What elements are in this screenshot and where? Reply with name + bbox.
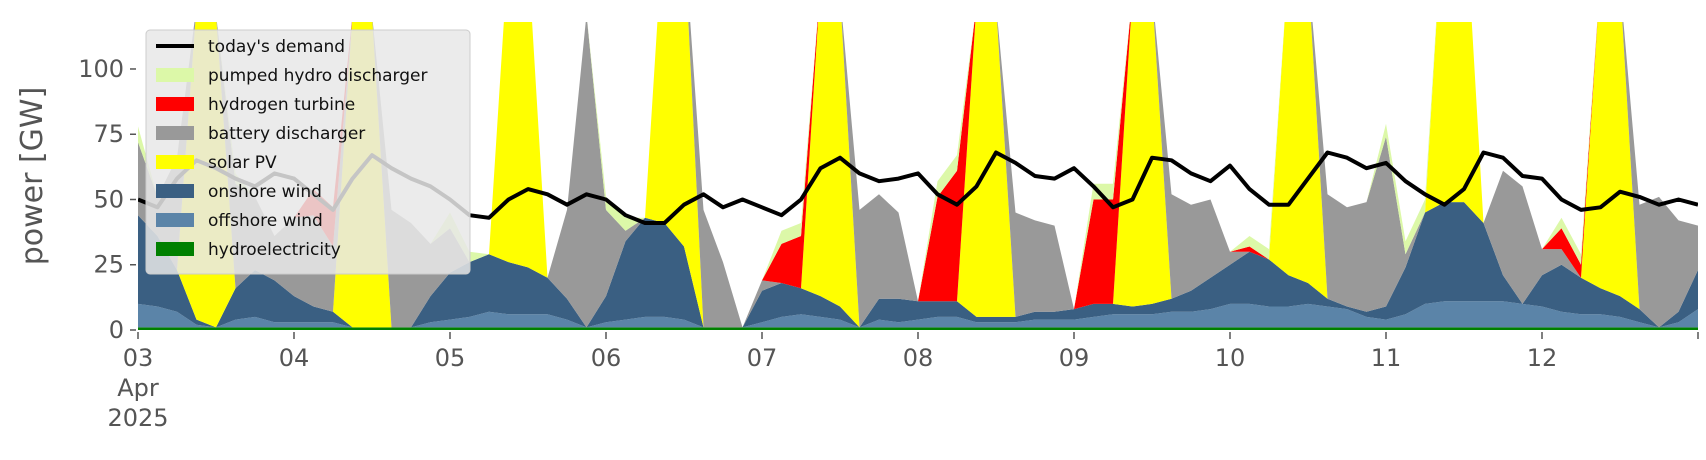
y-tick-label: 50 [93, 185, 124, 213]
x-tick-label: 08 [903, 344, 934, 372]
legend-swatch [156, 97, 194, 111]
legend-label: hydroelectricity [208, 240, 341, 260]
x-tick-label: 04 [279, 344, 310, 372]
x-tick-label: 07 [747, 344, 778, 372]
area-offshore-wind [138, 301, 1698, 328]
area-hydroelectricity [138, 327, 1698, 330]
legend-swatch [156, 184, 194, 198]
area-battery-discharger [138, 22, 1698, 328]
legend-swatch [156, 68, 194, 82]
area-onshore-wind [138, 202, 1698, 328]
x-tick-label: 12 [1527, 344, 1558, 372]
legend-label: hydrogen turbine [208, 95, 355, 115]
x-tick-label: 03 [123, 344, 154, 372]
x-tick-label: 11 [1371, 344, 1402, 372]
legend: today's demand pumped hydro discharger hyd… [145, 29, 471, 275]
legend-label: onshore wind [208, 182, 322, 202]
x-tick-label: 10 [1215, 344, 1246, 372]
y-axis-title: power [GW] [15, 87, 50, 266]
x-tick-sublabel: Apr [117, 374, 159, 402]
area-solar-pv [138, 22, 1698, 328]
legend-swatch [156, 213, 194, 227]
stacked-area-series [138, 22, 1698, 330]
x-tick-label: 05 [435, 344, 466, 372]
legend-label: pumped hydro discharger [208, 66, 427, 86]
legend-swatch [156, 126, 194, 140]
legend-box [145, 29, 471, 275]
y-tick-label: 0 [109, 316, 124, 344]
x-tick-label: 06 [591, 344, 622, 372]
legend-label: battery discharger [208, 124, 365, 144]
legend-swatch [156, 242, 194, 256]
x-tick-label: 09 [1059, 344, 1090, 372]
axes: 0 25 50 75 100 power [GW] 03 04 05 06 07 08 09 10 11 12… [15, 55, 1699, 432]
y-tick-label: 75 [93, 120, 124, 148]
x-tick-sublabel: 2025 [107, 404, 168, 432]
legend-label: today's demand [208, 37, 345, 57]
legend-swatch [156, 155, 194, 169]
y-tick-label: 25 [93, 251, 124, 279]
y-tick-label: 100 [78, 55, 124, 83]
legend-label: offshore wind [208, 211, 323, 231]
legend-label: solar PV [208, 153, 277, 173]
